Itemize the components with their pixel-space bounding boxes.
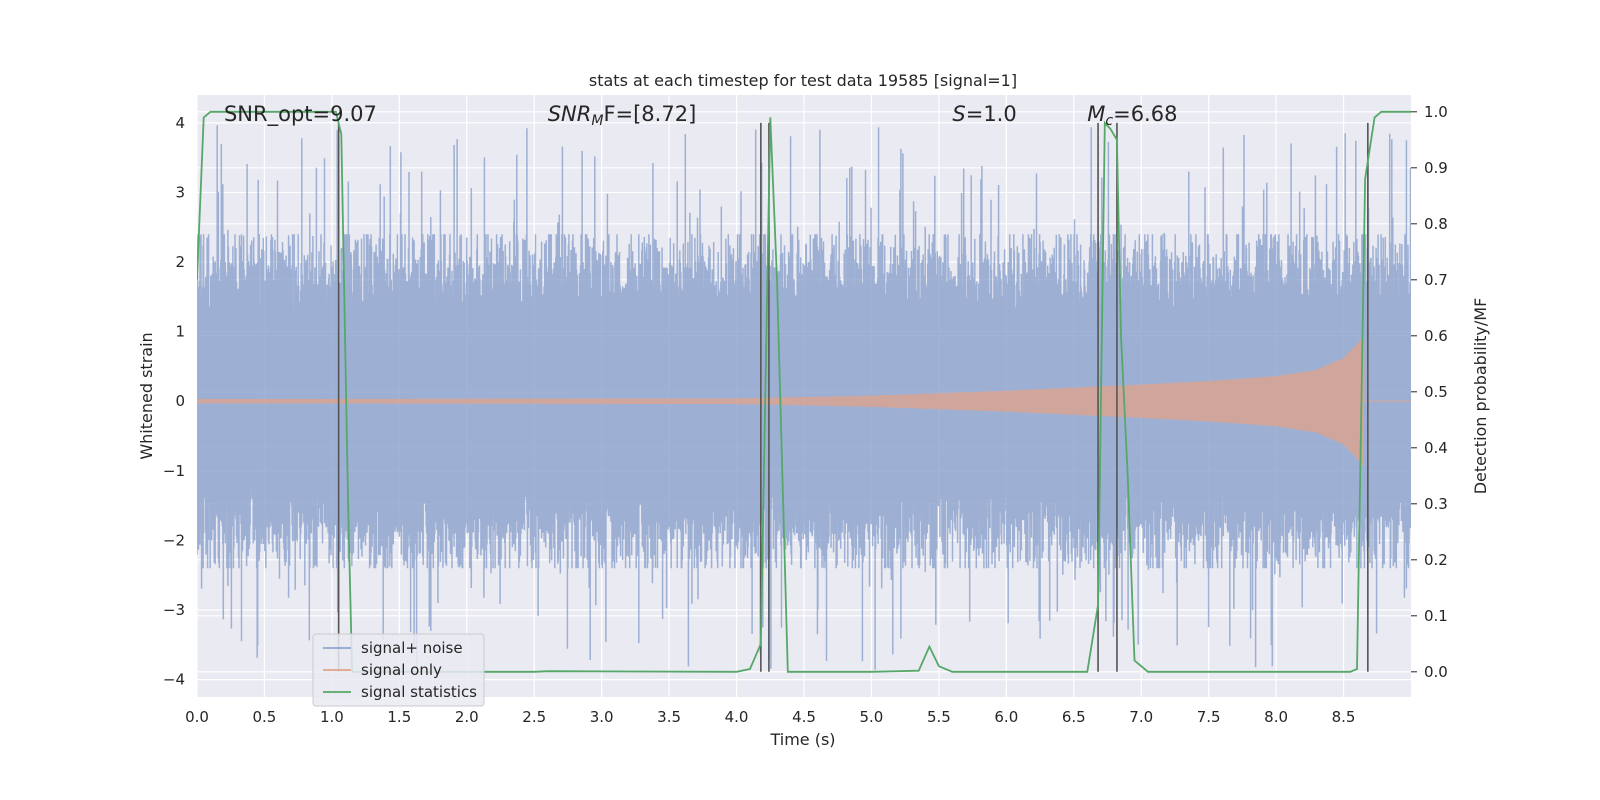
x-tick-label: 7.0 (1129, 708, 1153, 726)
annotation-3: Mc=6.68 (1087, 102, 1177, 129)
y-tick-label: −3 (163, 601, 185, 619)
legend-label: signal+ noise (361, 639, 463, 657)
x-tick-label: 0.0 (185, 708, 209, 726)
legend: signal+ noise signal only signal statistic… (312, 633, 485, 707)
event-markers (337, 122, 1369, 672)
x-tick-label: 3.5 (657, 708, 681, 726)
y-tick-label: 0 (175, 392, 185, 410)
y2-tick-label: 0.4 (1424, 439, 1448, 457)
y2-tick-label: 0.2 (1424, 551, 1448, 569)
y-tick-label: −2 (163, 531, 185, 549)
series-signal-only (197, 335, 1411, 467)
annotation-2: S=1.0 (952, 102, 1016, 126)
y2-tick-label: 0.9 (1424, 159, 1448, 177)
chart-title: stats at each timestep for test data 195… (589, 71, 1017, 90)
y2-tick-label: 0.6 (1424, 327, 1448, 345)
y2-axis-ticks: 0.0 0.1 0.2 0.3 0.4 0.5 0.6 0.7 0.8 0.9 1.0 (1411, 103, 1448, 681)
y2-tick-label: 0.7 (1424, 271, 1448, 289)
x-tick-label: 3.0 (590, 708, 614, 726)
x-axis-label: Time (s) (769, 730, 835, 749)
series-layer (197, 110, 1411, 673)
x-tick-label: 5.5 (927, 708, 951, 726)
x-tick-label: 1.5 (387, 708, 411, 726)
x-tick-label: 4.0 (725, 708, 749, 726)
y2-tick-label: 0.0 (1424, 663, 1448, 681)
x-tick-label: 8.0 (1264, 708, 1288, 726)
x-tick-label: 7.5 (1197, 708, 1221, 726)
y-tick-label: 4 (175, 114, 185, 132)
annotation-1: SNRMF=[8.72] (548, 102, 697, 129)
legend-box (312, 633, 485, 707)
y2-tick-label: 0.3 (1424, 495, 1448, 513)
legend-label: signal statistics (361, 683, 477, 701)
annotation-0: SNR_opt=9.07 (224, 102, 377, 127)
x-tick-label: 1.0 (320, 708, 344, 726)
y-tick-label: 1 (175, 323, 185, 341)
annotations: SNR_opt=9.07 SNRMF=[8.72] S=1.0 Mc=6.68 (224, 102, 1177, 129)
x-tick-label: 5.0 (860, 708, 884, 726)
x-axis-ticks: 0.0 0.5 1.0 1.5 2.0 2.5 3.0 3.5 4.0 4.5 5.0 5.5 6.0 6… (185, 708, 1355, 726)
x-tick-label: 0.5 (253, 708, 277, 726)
y2-tick-label: 1.0 (1424, 103, 1448, 121)
series-signal-statistics (197, 110, 1411, 673)
x-tick-label: 6.0 (994, 708, 1018, 726)
y-tick-label: 2 (175, 253, 185, 271)
y-tick-label: −1 (163, 462, 185, 480)
y-axis-label: Whitened strain (137, 332, 156, 459)
x-tick-label: 4.5 (792, 708, 816, 726)
y-tick-label: −4 (163, 671, 185, 689)
x-tick-label: 2.0 (455, 708, 479, 726)
x-tick-label: 6.5 (1062, 708, 1086, 726)
legend-label: signal only (361, 661, 442, 679)
y2-axis-label: Detection probability/MF (1471, 298, 1490, 495)
y-axis-ticks: −4 −3 −2 −1 0 1 2 3 4 (163, 114, 185, 689)
x-tick-label: 2.5 (522, 708, 546, 726)
x-tick-label: 8.5 (1332, 708, 1356, 726)
y-tick-label: 3 (175, 183, 185, 201)
y2-tick-label: 0.5 (1424, 383, 1448, 401)
y2-tick-label: 0.1 (1424, 607, 1448, 625)
y2-tick-label: 0.8 (1424, 215, 1448, 233)
